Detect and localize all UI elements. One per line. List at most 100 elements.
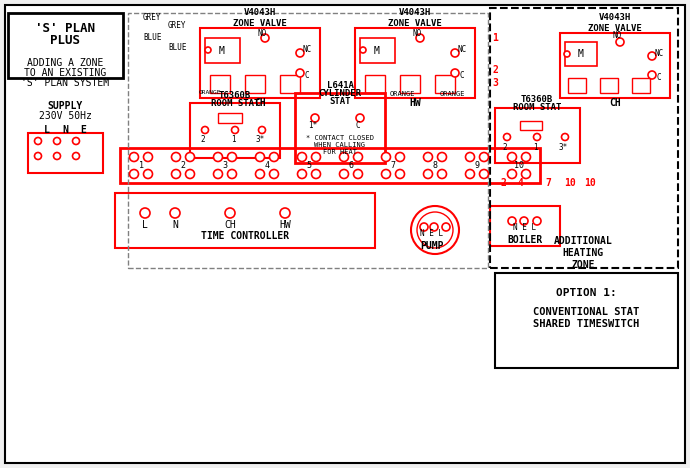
Text: 5: 5 bbox=[306, 161, 311, 169]
Circle shape bbox=[504, 133, 511, 140]
Text: C: C bbox=[460, 72, 464, 80]
Circle shape bbox=[508, 153, 517, 161]
Text: CH: CH bbox=[224, 220, 236, 230]
Text: 3: 3 bbox=[492, 78, 498, 88]
Text: 2: 2 bbox=[492, 65, 498, 75]
Text: CYLINDER: CYLINDER bbox=[319, 88, 362, 97]
Bar bbox=[435, 75, 455, 93]
Bar bbox=[520, 121, 542, 130]
Text: T6360B: T6360B bbox=[219, 90, 251, 100]
Text: GREY: GREY bbox=[143, 13, 161, 22]
Circle shape bbox=[54, 153, 61, 160]
Text: HW: HW bbox=[409, 98, 421, 108]
Circle shape bbox=[213, 169, 222, 178]
Circle shape bbox=[437, 169, 446, 178]
Text: M: M bbox=[219, 46, 225, 56]
Circle shape bbox=[261, 34, 269, 42]
Text: 1: 1 bbox=[139, 161, 144, 169]
Circle shape bbox=[648, 71, 656, 79]
Bar bbox=[355, 28, 475, 98]
Circle shape bbox=[416, 34, 424, 42]
Text: TO AN EXISTING: TO AN EXISTING bbox=[24, 68, 106, 78]
Circle shape bbox=[339, 153, 348, 161]
Bar bbox=[600, 78, 618, 93]
Circle shape bbox=[201, 126, 208, 133]
Circle shape bbox=[72, 138, 79, 145]
Text: ROOM STAT: ROOM STAT bbox=[211, 98, 259, 108]
Text: ORANGE: ORANGE bbox=[199, 90, 221, 95]
Text: 2: 2 bbox=[201, 136, 206, 145]
Text: N E L: N E L bbox=[420, 228, 444, 237]
Circle shape bbox=[172, 153, 181, 161]
Circle shape bbox=[140, 208, 150, 218]
Circle shape bbox=[172, 169, 181, 178]
Text: V4043H
ZONE VALVE: V4043H ZONE VALVE bbox=[588, 13, 642, 33]
Text: L: L bbox=[44, 125, 50, 135]
Circle shape bbox=[130, 169, 139, 178]
Circle shape bbox=[339, 169, 348, 178]
Circle shape bbox=[232, 126, 239, 133]
Circle shape bbox=[382, 153, 391, 161]
Text: 9: 9 bbox=[475, 161, 480, 169]
Bar bbox=[280, 75, 300, 93]
Text: 230V 50Hz: 230V 50Hz bbox=[39, 111, 92, 121]
Text: T6360B: T6360B bbox=[521, 95, 553, 104]
Text: CH: CH bbox=[609, 98, 621, 108]
Circle shape bbox=[144, 169, 152, 178]
Text: ORANGE: ORANGE bbox=[390, 91, 415, 97]
Text: CH: CH bbox=[254, 98, 266, 108]
Bar bbox=[495, 273, 678, 368]
Circle shape bbox=[353, 169, 362, 178]
Circle shape bbox=[259, 126, 266, 133]
Text: 1: 1 bbox=[492, 33, 498, 43]
Text: 7: 7 bbox=[391, 161, 395, 169]
Text: V4043H
ZONE VALVE: V4043H ZONE VALVE bbox=[388, 8, 442, 28]
Circle shape bbox=[296, 49, 304, 57]
Text: ROOM STAT: ROOM STAT bbox=[513, 103, 561, 112]
Circle shape bbox=[228, 153, 237, 161]
Text: 10: 10 bbox=[514, 161, 524, 169]
Circle shape bbox=[480, 153, 489, 161]
Circle shape bbox=[144, 153, 152, 161]
Circle shape bbox=[280, 208, 290, 218]
Text: 2: 2 bbox=[500, 178, 506, 188]
Bar bbox=[490, 206, 560, 246]
Bar bbox=[565, 42, 597, 66]
Text: N: N bbox=[172, 220, 178, 230]
Text: 2: 2 bbox=[503, 142, 507, 152]
Text: M: M bbox=[578, 49, 584, 59]
Text: BLUE: BLUE bbox=[143, 32, 161, 42]
Circle shape bbox=[205, 47, 211, 53]
Text: C: C bbox=[657, 73, 661, 82]
Bar bbox=[560, 33, 670, 98]
Text: GREY: GREY bbox=[168, 21, 186, 29]
Circle shape bbox=[424, 153, 433, 161]
Bar bbox=[115, 193, 375, 248]
Circle shape bbox=[186, 169, 195, 178]
Bar bbox=[365, 75, 385, 93]
Bar bbox=[200, 28, 320, 98]
Text: 4: 4 bbox=[517, 178, 523, 188]
Text: 10: 10 bbox=[584, 178, 596, 188]
Circle shape bbox=[34, 138, 41, 145]
Circle shape bbox=[466, 153, 475, 161]
Circle shape bbox=[356, 114, 364, 122]
Text: 1: 1 bbox=[230, 136, 235, 145]
Circle shape bbox=[170, 208, 180, 218]
Circle shape bbox=[451, 69, 459, 77]
Text: C: C bbox=[305, 72, 309, 80]
Text: NC: NC bbox=[302, 45, 312, 54]
Circle shape bbox=[270, 153, 279, 161]
Text: PLUS: PLUS bbox=[50, 35, 80, 47]
Circle shape bbox=[353, 153, 362, 161]
Text: 6: 6 bbox=[348, 161, 353, 169]
Bar bbox=[218, 113, 242, 123]
Text: 'S' PLAN SYSTEM: 'S' PLAN SYSTEM bbox=[21, 78, 109, 88]
Circle shape bbox=[360, 47, 366, 53]
Bar bbox=[632, 78, 650, 93]
Circle shape bbox=[311, 153, 320, 161]
Circle shape bbox=[228, 169, 237, 178]
Text: E: E bbox=[80, 125, 86, 135]
Circle shape bbox=[520, 217, 528, 225]
Circle shape bbox=[424, 169, 433, 178]
